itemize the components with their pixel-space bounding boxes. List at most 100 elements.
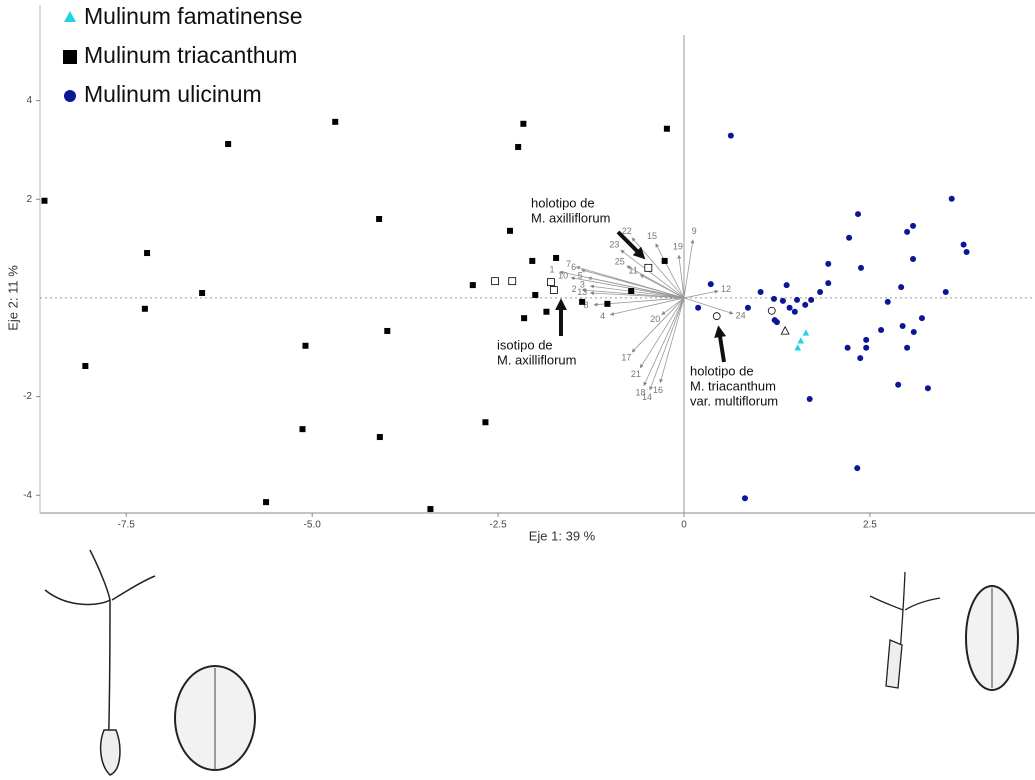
- vector-label: 14: [642, 392, 652, 402]
- point-square: [553, 255, 559, 261]
- point-square: [492, 278, 499, 285]
- loading-vector: [679, 255, 684, 298]
- legend-item: Mulinum famatinense: [64, 3, 303, 29]
- point-circle: [904, 345, 910, 351]
- point-circle: [854, 465, 860, 471]
- point-square: [377, 434, 383, 440]
- vector-label: 15: [647, 231, 657, 241]
- point-triangle: [781, 327, 789, 334]
- point-circle: [910, 223, 916, 229]
- vector-label: 25: [615, 256, 625, 266]
- point-square: [41, 198, 47, 204]
- point-circle: [742, 495, 748, 501]
- legend-label: Mulinum triacanthum: [84, 42, 297, 68]
- point-circle: [898, 284, 904, 290]
- legend-label: Mulinum famatinense: [84, 3, 303, 29]
- vector-label: 6: [571, 262, 576, 272]
- legend-item: Mulinum ulicinum: [64, 81, 262, 107]
- spine-illustration-left: [45, 550, 155, 775]
- point-circle: [780, 298, 786, 304]
- point-circle: [728, 133, 734, 139]
- legend-marker: [63, 50, 77, 64]
- point-circle: [708, 281, 714, 287]
- point-circle: [713, 313, 720, 320]
- vector-label: 19: [673, 241, 683, 251]
- y-tick-label: 4: [26, 95, 32, 106]
- point-square: [144, 250, 150, 256]
- point-circle: [758, 289, 764, 295]
- point-square: [550, 287, 557, 294]
- vector-label: 4: [600, 311, 605, 321]
- point-square: [263, 499, 269, 505]
- point-circle: [817, 289, 823, 295]
- vector-label: 2: [572, 284, 577, 294]
- loading-vector: [684, 291, 718, 298]
- point-square: [515, 144, 521, 150]
- point-circle: [878, 327, 884, 333]
- point-circle: [825, 261, 831, 267]
- y-tick-label: -4: [23, 490, 32, 501]
- x-axis-label: Eje 1: 39 %: [529, 528, 596, 543]
- x-tick-label: 0: [681, 520, 687, 531]
- point-square: [604, 301, 610, 307]
- annotation-text: holotipo de: [690, 363, 754, 378]
- point-circle: [863, 337, 869, 343]
- point-circle: [910, 256, 916, 262]
- point-circle: [745, 305, 751, 311]
- point-circle: [855, 211, 861, 217]
- point-square: [225, 141, 231, 147]
- point-square: [384, 328, 390, 334]
- point-square: [509, 278, 516, 285]
- point-square: [543, 309, 549, 315]
- point-circle: [885, 299, 891, 305]
- fruit-illustration-right: [966, 586, 1018, 690]
- vector-label: 13: [577, 287, 587, 297]
- point-circle: [904, 229, 910, 235]
- vector-label: 23: [609, 240, 619, 250]
- legend-marker: [64, 90, 76, 102]
- point-square: [376, 216, 382, 222]
- annotation-text: isotipo de: [497, 337, 553, 352]
- page: {"chart_data": { "type": "scatter", "xla…: [0, 0, 1035, 780]
- point-circle: [961, 242, 967, 248]
- vector-label: 7: [566, 259, 571, 269]
- point-square: [302, 343, 308, 349]
- loading-vector: [644, 298, 684, 386]
- vector-label: 9: [692, 226, 697, 236]
- point-square: [645, 264, 652, 271]
- point-square: [520, 121, 526, 127]
- x-tick-label: -7.5: [118, 520, 136, 531]
- vector-label: 12: [721, 284, 731, 294]
- point-square: [142, 306, 148, 312]
- point-circle: [774, 319, 780, 325]
- point-square: [521, 315, 527, 321]
- legend-item: Mulinum triacanthum: [63, 42, 297, 68]
- point-circle: [925, 385, 931, 391]
- chart: Eje 1: 39 % Eje 2: 11 % -7.5-5.0-2.502.5…: [0, 0, 1035, 780]
- point-circle: [787, 305, 793, 311]
- annotation-text: M. triacanthum: [690, 378, 776, 393]
- point-square: [579, 299, 585, 305]
- point-circle: [895, 382, 901, 388]
- vector-label: 17: [621, 352, 631, 362]
- point-square: [547, 279, 554, 286]
- point-triangle: [794, 344, 801, 350]
- point-circle: [857, 355, 863, 361]
- y-tick-label: 2: [26, 194, 32, 205]
- legend-label: Mulinum ulicinum: [84, 81, 262, 107]
- point-square: [427, 506, 433, 512]
- point-square: [529, 258, 535, 264]
- point-circle: [807, 396, 813, 402]
- point-circle: [863, 345, 869, 351]
- vector-label: 11: [628, 265, 637, 275]
- y-tick-label: -2: [23, 391, 32, 402]
- x-tick-label: -2.5: [489, 520, 507, 531]
- point-triangle: [797, 337, 804, 343]
- point-circle: [808, 297, 814, 303]
- point-circle: [845, 345, 851, 351]
- point-circle: [792, 309, 798, 315]
- point-circle: [771, 296, 777, 302]
- point-square: [470, 282, 476, 288]
- point-circle: [943, 289, 949, 295]
- point-circle: [768, 307, 775, 314]
